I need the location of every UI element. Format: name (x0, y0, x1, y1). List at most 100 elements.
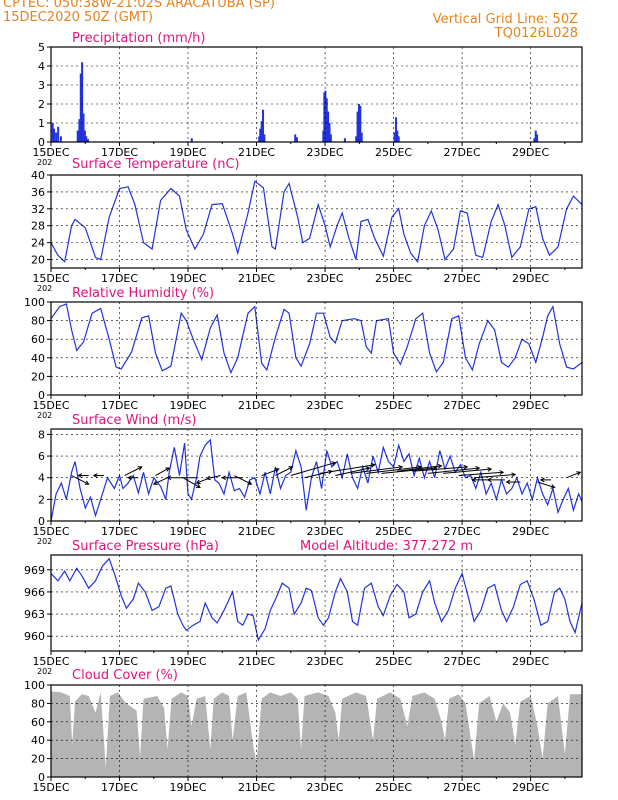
panel-frame (50, 428, 583, 522)
wind-arrow-head (152, 480, 158, 485)
series-line (50, 303, 583, 375)
wind-arrow (458, 471, 504, 477)
x-tick-label: 27DEC (444, 272, 481, 285)
panel-frame (50, 301, 583, 396)
x-tick-label: 15DEC (32, 272, 69, 285)
wind-arrow (427, 467, 480, 474)
x-tick-label: 29DEC (512, 781, 549, 794)
series-line (50, 557, 583, 642)
wind-arrow-head (370, 462, 376, 468)
wind-arrow (335, 467, 370, 477)
wind-arrow-head (247, 480, 253, 485)
y-tick-label: 36 (31, 186, 45, 199)
precip-bar (85, 136, 88, 142)
y-tick-label: 8 (38, 428, 45, 441)
x-tick-label: 19DEC (169, 399, 206, 412)
x-tick-label: 21DEC (238, 655, 275, 668)
year-label: 202 (37, 158, 52, 167)
x-tick-label: 29DEC (512, 655, 549, 668)
panel-title: Surface Pressure (hPa) (72, 539, 219, 554)
wind-arrow-head (499, 470, 505, 475)
wind-arrow-head (77, 473, 83, 478)
x-tick-label: 25DEC (375, 781, 412, 794)
x-tick-label: 27DEC (444, 399, 481, 412)
y-tick-label: 5 (38, 41, 45, 54)
y-tick-label: 20 (31, 254, 45, 267)
y-tick-label: 0 (38, 515, 45, 528)
x-tick-label: 15DEC (32, 525, 69, 538)
x-tick-label: 27DEC (444, 655, 481, 668)
x-tick-label: 29DEC (512, 399, 549, 412)
wind-arrow-head (92, 473, 98, 478)
wind-arrow (153, 477, 168, 485)
header-model-code: TQ0126L028 (494, 26, 578, 41)
x-tick-label: 27DEC (444, 525, 481, 538)
wind-arrow (319, 464, 375, 474)
precip-bar (360, 132, 363, 142)
precip-bar (86, 139, 89, 142)
x-tick-label: 17DEC (101, 655, 138, 668)
y-tick-label: 4 (38, 60, 45, 73)
year-label: 202 (37, 537, 52, 546)
x-tick-label: 19DEC (169, 655, 206, 668)
y-tick-label: 0 (38, 771, 45, 784)
x-tick-label: 23DEC (307, 525, 344, 538)
header-date: 15DEC2020 50Z (GMT) (3, 10, 154, 25)
wind-arrow (474, 473, 516, 479)
panel-title: Surface Wind (m/s) (72, 413, 196, 428)
precip-bar (51, 123, 54, 142)
x-tick-label: 15DEC (32, 146, 69, 159)
wind-arrow-head (365, 466, 371, 471)
precip-bar (325, 98, 328, 142)
x-tick-label: 19DEC (169, 781, 206, 794)
wind-arrow (396, 465, 442, 472)
x-tick-label: 27DEC (444, 146, 481, 159)
wind-arrow (381, 467, 437, 474)
wind-arrow (234, 475, 252, 485)
panel-frame (50, 46, 583, 143)
wind-arrow-head (205, 475, 211, 481)
y-tick-label: 60 (31, 333, 45, 346)
precip-bar (82, 113, 85, 142)
x-tick-label: 25DEC (375, 272, 412, 285)
precip-bar (357, 104, 360, 142)
precip-bar (263, 134, 266, 142)
precip-bar (294, 134, 297, 142)
y-tick-label: 963 (24, 608, 45, 621)
wind-arrow-head (463, 464, 469, 470)
precip-bar (59, 136, 62, 142)
precip-bar (359, 105, 362, 142)
y-tick-label: 100 (24, 296, 45, 309)
x-tick-label: 15DEC (32, 399, 69, 412)
precip-bar (324, 90, 327, 142)
y-tick-label: 1 (38, 117, 45, 130)
x-tick-label: 25DEC (375, 399, 412, 412)
precip-bar (327, 111, 330, 142)
wind-arrow-head (196, 483, 201, 488)
precip-bar (356, 111, 359, 142)
wind-arrow-head (471, 477, 477, 483)
x-tick-label: 19DEC (169, 146, 206, 159)
wind-arrow (155, 467, 170, 476)
wind-arrow (182, 477, 201, 488)
precip-bar (262, 109, 265, 142)
model-altitude: Model Altitude: 377.272 m (300, 539, 473, 554)
precip-bar (536, 134, 539, 142)
y-tick-label: 80 (31, 315, 45, 328)
wind-arrow-head (487, 467, 493, 472)
wind-arrow-head (475, 465, 481, 471)
y-tick-label: 966 (24, 586, 45, 599)
y-tick-label: 28 (31, 220, 45, 233)
wind-arrow-head (576, 471, 582, 476)
x-tick-label: 15DEC (32, 655, 69, 668)
x-tick-label: 23DEC (307, 272, 344, 285)
y-tick-label: 40 (31, 169, 45, 182)
year-label: 202 (37, 284, 52, 293)
x-tick-label: 17DEC (101, 272, 138, 285)
x-tick-label: 17DEC (101, 525, 138, 538)
precip-bar (260, 121, 263, 142)
wind-arrow (350, 466, 403, 474)
precip-bar (393, 132, 396, 142)
y-tick-label: 24 (31, 237, 45, 250)
